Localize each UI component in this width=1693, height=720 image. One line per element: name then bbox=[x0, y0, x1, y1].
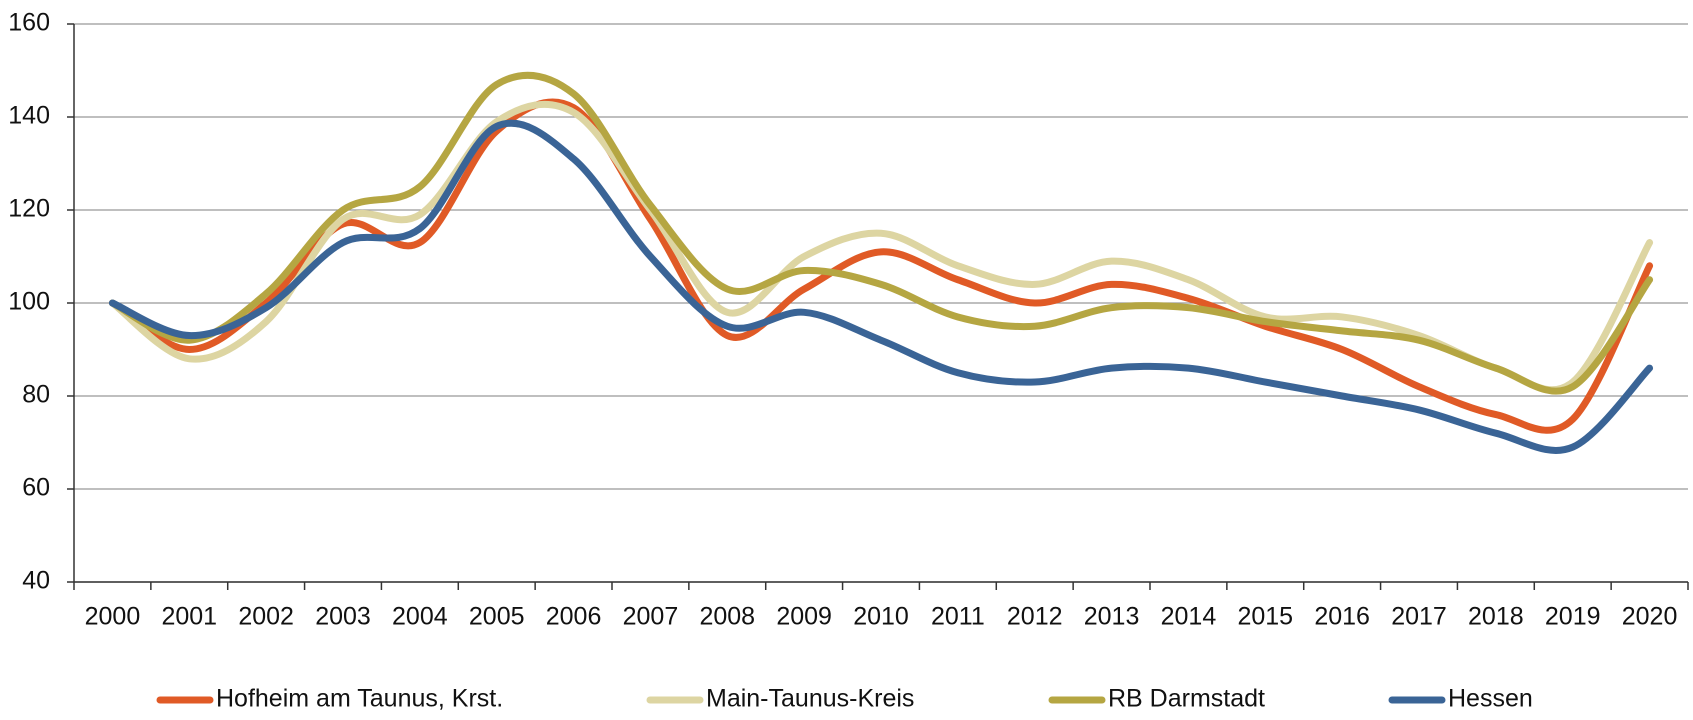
x-tick-label: 2013 bbox=[1084, 603, 1140, 631]
x-tick-label: 2015 bbox=[1237, 603, 1293, 631]
x-tick-label: 2019 bbox=[1545, 603, 1601, 631]
legend-label: Hessen bbox=[1448, 685, 1533, 713]
x-tick-label: 2020 bbox=[1622, 603, 1678, 631]
x-tick-label: 2017 bbox=[1391, 603, 1447, 631]
x-tick-label: 2011 bbox=[931, 603, 985, 631]
x-tick-label: 2000 bbox=[85, 603, 141, 631]
series-line bbox=[108, 98, 1654, 434]
y-tick-label: 60 bbox=[22, 474, 50, 502]
y-tick-label: 160 bbox=[8, 9, 50, 37]
legend-label: RB Darmstadt bbox=[1108, 685, 1265, 713]
x-tick-label: 2012 bbox=[1007, 603, 1063, 631]
legend-label: Main-Taunus-Kreis bbox=[706, 685, 914, 713]
series-line bbox=[108, 119, 1654, 454]
y-tick-label: 80 bbox=[22, 381, 50, 409]
x-tick-label: 2014 bbox=[1161, 603, 1217, 631]
x-tick-label: 2008 bbox=[699, 603, 755, 631]
x-tick-label: 2018 bbox=[1468, 603, 1524, 631]
x-tick-label: 2002 bbox=[238, 603, 294, 631]
x-tick-label: 2007 bbox=[623, 603, 679, 631]
x-tick-label: 2003 bbox=[315, 603, 371, 631]
series-line bbox=[108, 100, 1654, 394]
x-tick-label: 2001 bbox=[161, 603, 217, 631]
y-tick-label: 100 bbox=[8, 288, 50, 316]
x-tick-label: 2005 bbox=[469, 603, 525, 631]
series-line bbox=[108, 71, 1654, 395]
x-tick-label: 2010 bbox=[853, 603, 909, 631]
x-tick-label: 2006 bbox=[546, 603, 602, 631]
y-tick-label: 40 bbox=[22, 567, 50, 595]
x-tick-label: 2016 bbox=[1314, 603, 1370, 631]
x-tick-label: 2004 bbox=[392, 603, 448, 631]
legend-label: Hofheim am Taunus, Krst. bbox=[216, 685, 503, 713]
y-tick-label: 120 bbox=[8, 195, 50, 223]
y-tick-label: 140 bbox=[8, 102, 50, 130]
x-tick-label: 2009 bbox=[776, 603, 832, 631]
